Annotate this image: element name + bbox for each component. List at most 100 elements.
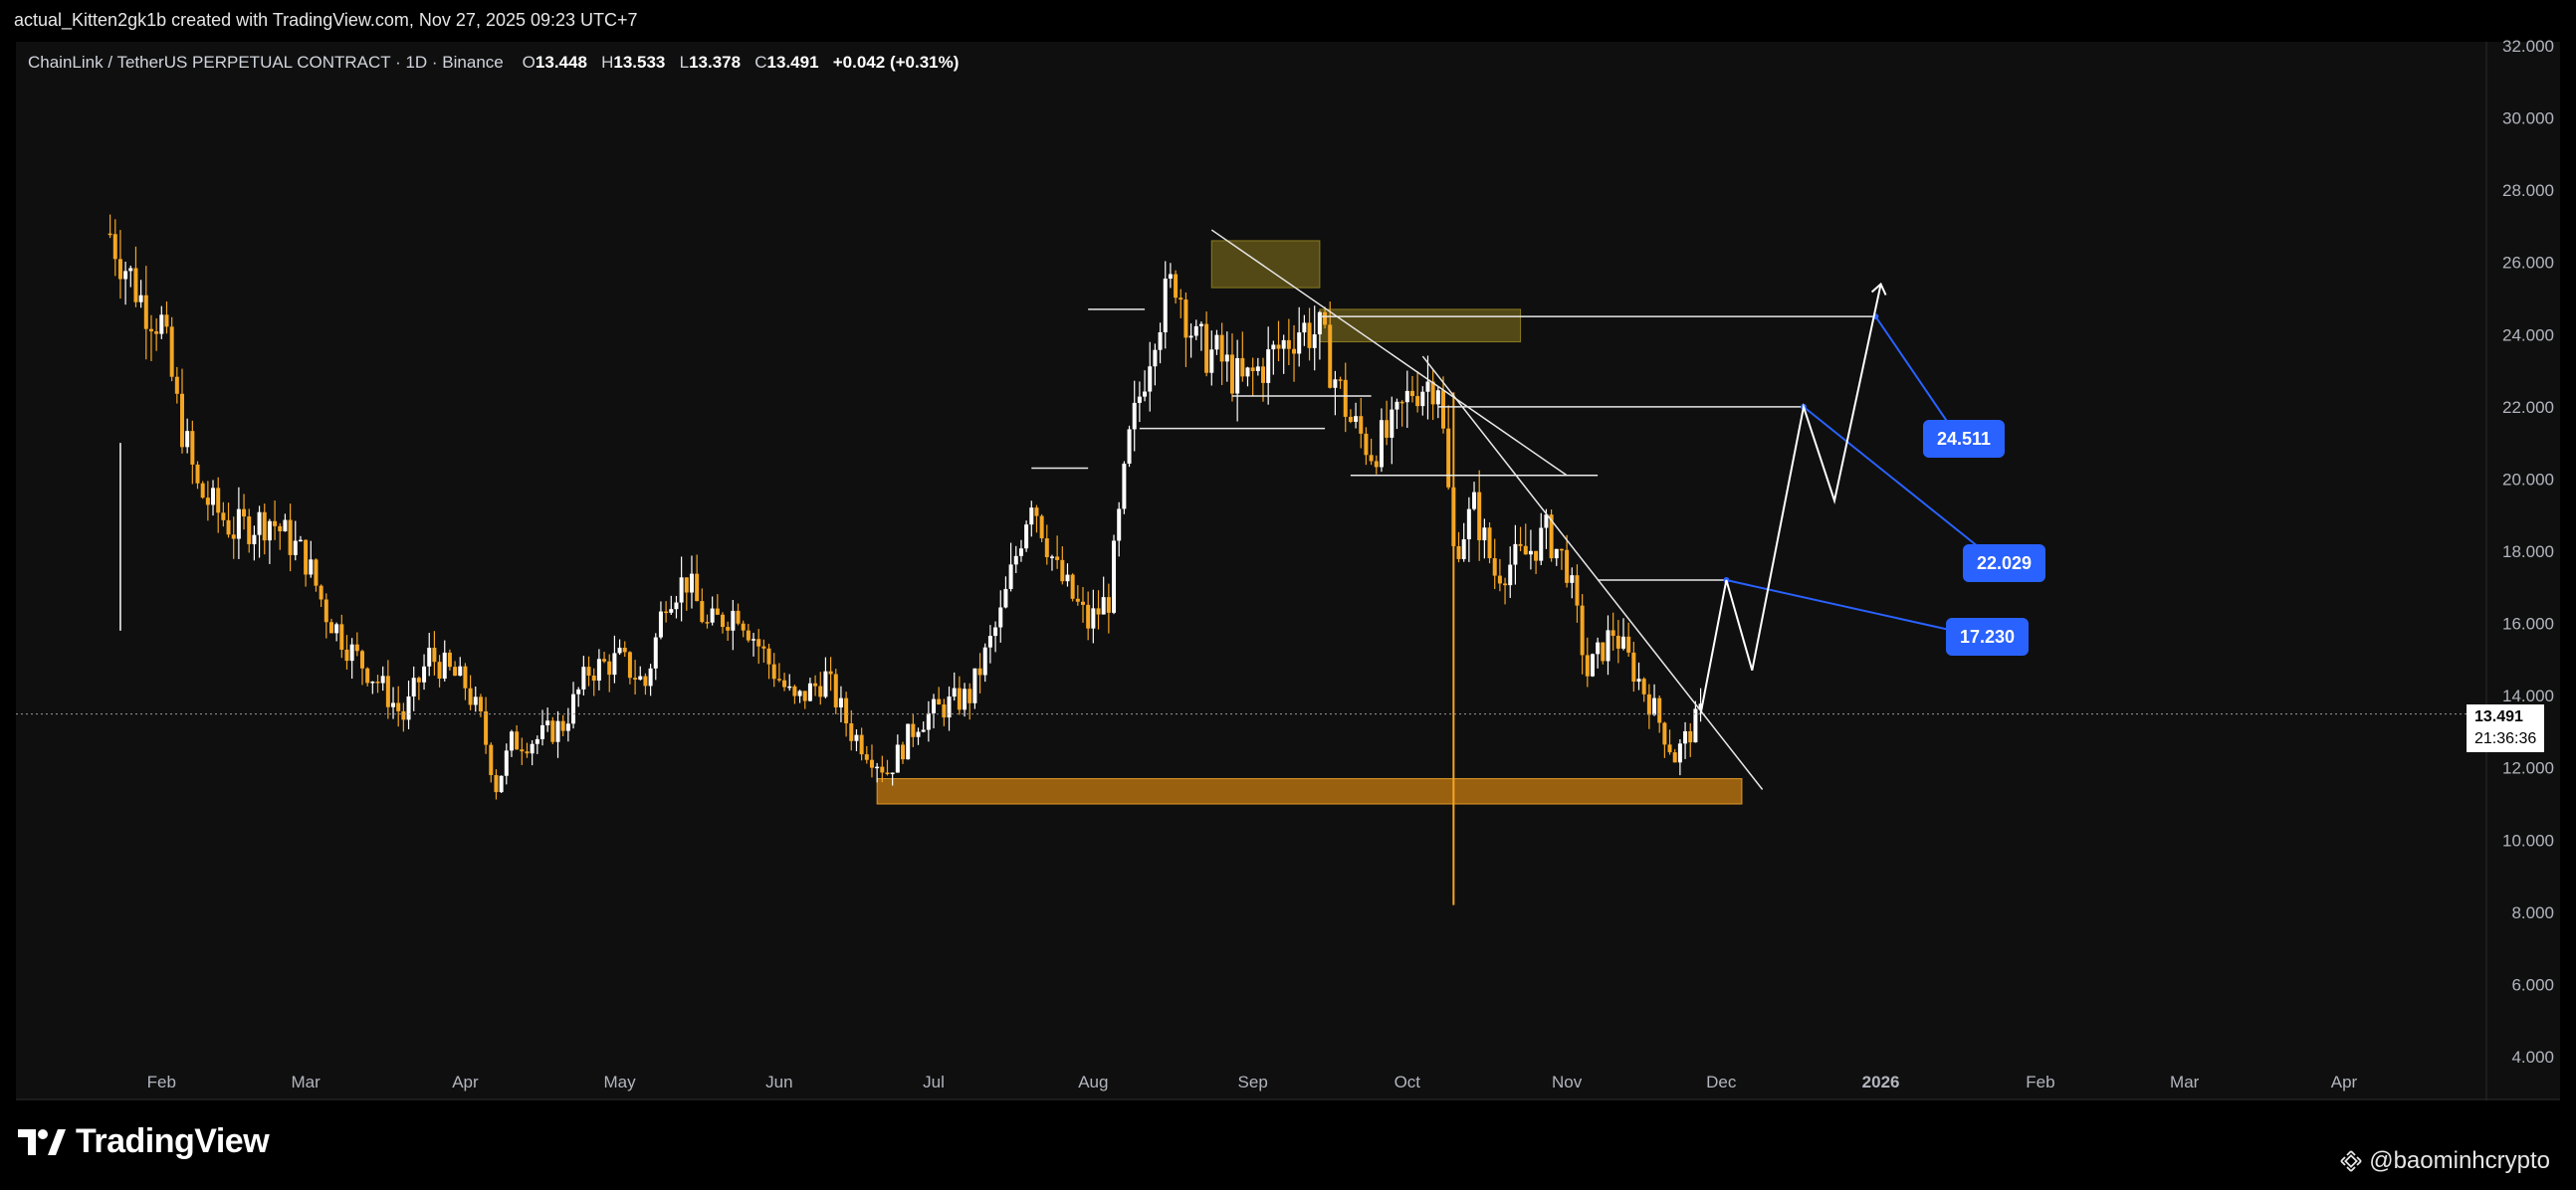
candle-body <box>273 520 278 526</box>
candle-body <box>1513 543 1518 565</box>
candle-body <box>890 772 895 775</box>
candle-body <box>504 750 509 776</box>
zone-box[interactable] <box>1210 240 1321 289</box>
x-tick-label: Jun <box>765 1073 792 1091</box>
trend-line[interactable] <box>1210 229 1568 477</box>
candle-body <box>1127 429 1132 464</box>
candle-body <box>267 520 272 541</box>
candle-body <box>427 647 432 667</box>
tradingview-logo[interactable]: TradingView <box>18 1122 270 1161</box>
y-tick-label: 10.000 <box>2502 831 2554 850</box>
zone-box[interactable] <box>876 778 1743 805</box>
candle-body <box>638 676 643 680</box>
candle-body <box>669 609 674 613</box>
x-tick-label: Dec <box>1706 1073 1737 1091</box>
candle-body <box>1482 527 1487 541</box>
x-tick-label: Mar <box>2170 1073 2200 1091</box>
candle-body <box>1461 539 1466 559</box>
trend-line[interactable] <box>1421 355 1764 790</box>
candle-body <box>571 694 576 724</box>
candle-body <box>1271 344 1276 350</box>
candle-body <box>1596 642 1601 655</box>
chart-area[interactable] <box>16 42 2560 1100</box>
watermark-handle: @baominhcrypto <box>2369 1147 2550 1174</box>
candle-body <box>926 712 931 730</box>
candle-body <box>1024 524 1029 549</box>
candle-body <box>1385 420 1390 438</box>
candle-body <box>411 678 416 696</box>
candle-body <box>854 734 859 741</box>
change-value: +0.042 (+0.31%) <box>832 53 960 72</box>
y-tick-label: 30.000 <box>2502 109 2554 128</box>
candle-body <box>674 602 679 610</box>
candle-body <box>607 661 612 676</box>
candle-body <box>1235 357 1240 394</box>
candle-body <box>1466 508 1471 540</box>
candle-body <box>1174 274 1179 298</box>
x-tick-label: Aug <box>1078 1073 1108 1091</box>
candle-body <box>1565 549 1570 583</box>
x-tick-label: 2026 <box>1862 1073 1900 1091</box>
candle-body <box>1688 730 1693 743</box>
candle-body <box>1070 574 1075 599</box>
candle-body <box>226 519 231 535</box>
last-price-badge: 13.491 21:36:36 <box>2467 704 2545 752</box>
candle-body <box>1229 354 1234 394</box>
candle-body <box>565 723 570 731</box>
candle-body <box>726 627 731 631</box>
candle-body <box>1132 402 1137 430</box>
candle-body <box>319 585 323 600</box>
candle-body <box>1049 556 1054 558</box>
candle-body <box>278 525 283 531</box>
y-tick-label: 18.000 <box>2502 542 2554 561</box>
candle-body <box>1497 575 1502 584</box>
candle-body <box>1348 416 1353 422</box>
candle-body <box>1081 601 1085 605</box>
candle-body <box>107 233 112 236</box>
projection-path[interactable] <box>1699 284 1882 714</box>
candle-body <box>838 697 843 707</box>
candle-body <box>1091 608 1096 629</box>
candle-body <box>1379 420 1384 468</box>
candle-body <box>468 688 473 705</box>
candle-body <box>813 683 818 687</box>
candle-body <box>380 676 385 684</box>
candle-body <box>1261 366 1265 383</box>
candle-body <box>982 647 987 676</box>
candle-body <box>1112 540 1117 613</box>
candle-body <box>617 647 622 654</box>
candle-body <box>401 710 406 720</box>
candle-body <box>339 624 344 650</box>
candle-body <box>200 483 205 498</box>
candle-body <box>509 731 514 751</box>
candle-body <box>596 659 601 682</box>
candle-body <box>771 664 776 680</box>
candle-body <box>1224 354 1229 362</box>
candle-body <box>1179 298 1183 300</box>
candle-body <box>463 666 468 689</box>
zone-box[interactable] <box>1319 308 1522 343</box>
candle-body <box>1060 559 1065 582</box>
candle-body <box>494 775 499 793</box>
candle-body <box>473 696 478 705</box>
candle-body <box>458 666 463 677</box>
y-tick-label: 22.000 <box>2502 398 2554 417</box>
candle-body <box>776 679 781 681</box>
candle-body <box>633 678 638 680</box>
candle-body <box>484 710 489 745</box>
candle-body <box>987 636 992 648</box>
candle-body <box>1008 564 1013 589</box>
candle-body <box>1143 391 1148 397</box>
candle-body <box>869 759 874 768</box>
candle-body <box>1163 279 1168 332</box>
candle-body <box>1677 743 1682 763</box>
attribution-text: actual_Kitten2gk1b created with TradingV… <box>14 10 638 30</box>
candle-body <box>1683 730 1688 744</box>
candle-body <box>1317 311 1322 335</box>
candle-body <box>1219 334 1224 362</box>
candle-body <box>1590 654 1595 677</box>
candle-body <box>1523 545 1528 555</box>
y-tick-label: 24.000 <box>2502 325 2554 344</box>
candle-body <box>1240 357 1245 377</box>
